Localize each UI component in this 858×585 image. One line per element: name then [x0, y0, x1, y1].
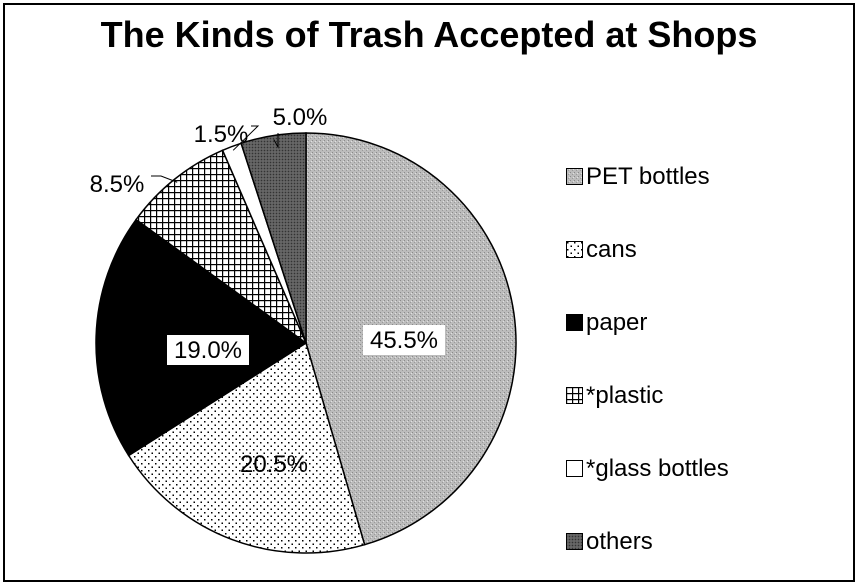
- data-label-4: 1.5%: [194, 121, 249, 148]
- legend-item-4: *glass bottles: [566, 432, 729, 505]
- data-label-1: 20.5%: [240, 451, 308, 478]
- legend-swatch-2: [566, 314, 583, 331]
- legend-item-2: paper: [566, 286, 729, 359]
- legend-swatch-5: [566, 533, 583, 550]
- legend-swatch-1: [566, 241, 583, 258]
- data-label-3: 8.5%: [90, 171, 145, 198]
- chart-title: The Kinds of Trash Accepted at Shops: [100, 14, 758, 55]
- data-label-bg-2: [167, 335, 249, 365]
- leader-line-3: [151, 175, 178, 183]
- legend-label-4: *glass bottles: [586, 454, 729, 482]
- legend-item-0: PET bottles: [566, 140, 729, 213]
- data-label-bg-0: [363, 325, 445, 355]
- legend-label-2: paper: [586, 308, 648, 336]
- legend-item-1: cans: [566, 213, 729, 286]
- legend-label-3: *plastic: [586, 381, 664, 409]
- pie-slice-5: [240, 132, 307, 344]
- legend-label-1: cans: [586, 235, 637, 263]
- legend-swatch-3: [566, 387, 583, 404]
- data-label-2: 19.0%: [174, 337, 242, 364]
- pie-slice-1: [127, 341, 366, 554]
- data-label-0: 45.5%: [370, 327, 438, 354]
- legend-item-5: others: [566, 505, 729, 578]
- legend: PET bottles cans paper *plastic *glass bottl…: [566, 140, 729, 578]
- pie-slice-3: [135, 149, 308, 346]
- leader-line-4: [232, 125, 260, 151]
- data-label-5: 5.0%: [273, 104, 328, 131]
- chart-frame: [3, 3, 855, 582]
- legend-swatch-4: [566, 460, 583, 477]
- legend-label-0: PET bottles: [586, 162, 710, 190]
- legend-label-5: others: [586, 527, 653, 555]
- legend-swatch-0: [566, 168, 583, 185]
- leader-line-5: [273, 133, 279, 149]
- legend-item-3: *plastic: [566, 359, 729, 432]
